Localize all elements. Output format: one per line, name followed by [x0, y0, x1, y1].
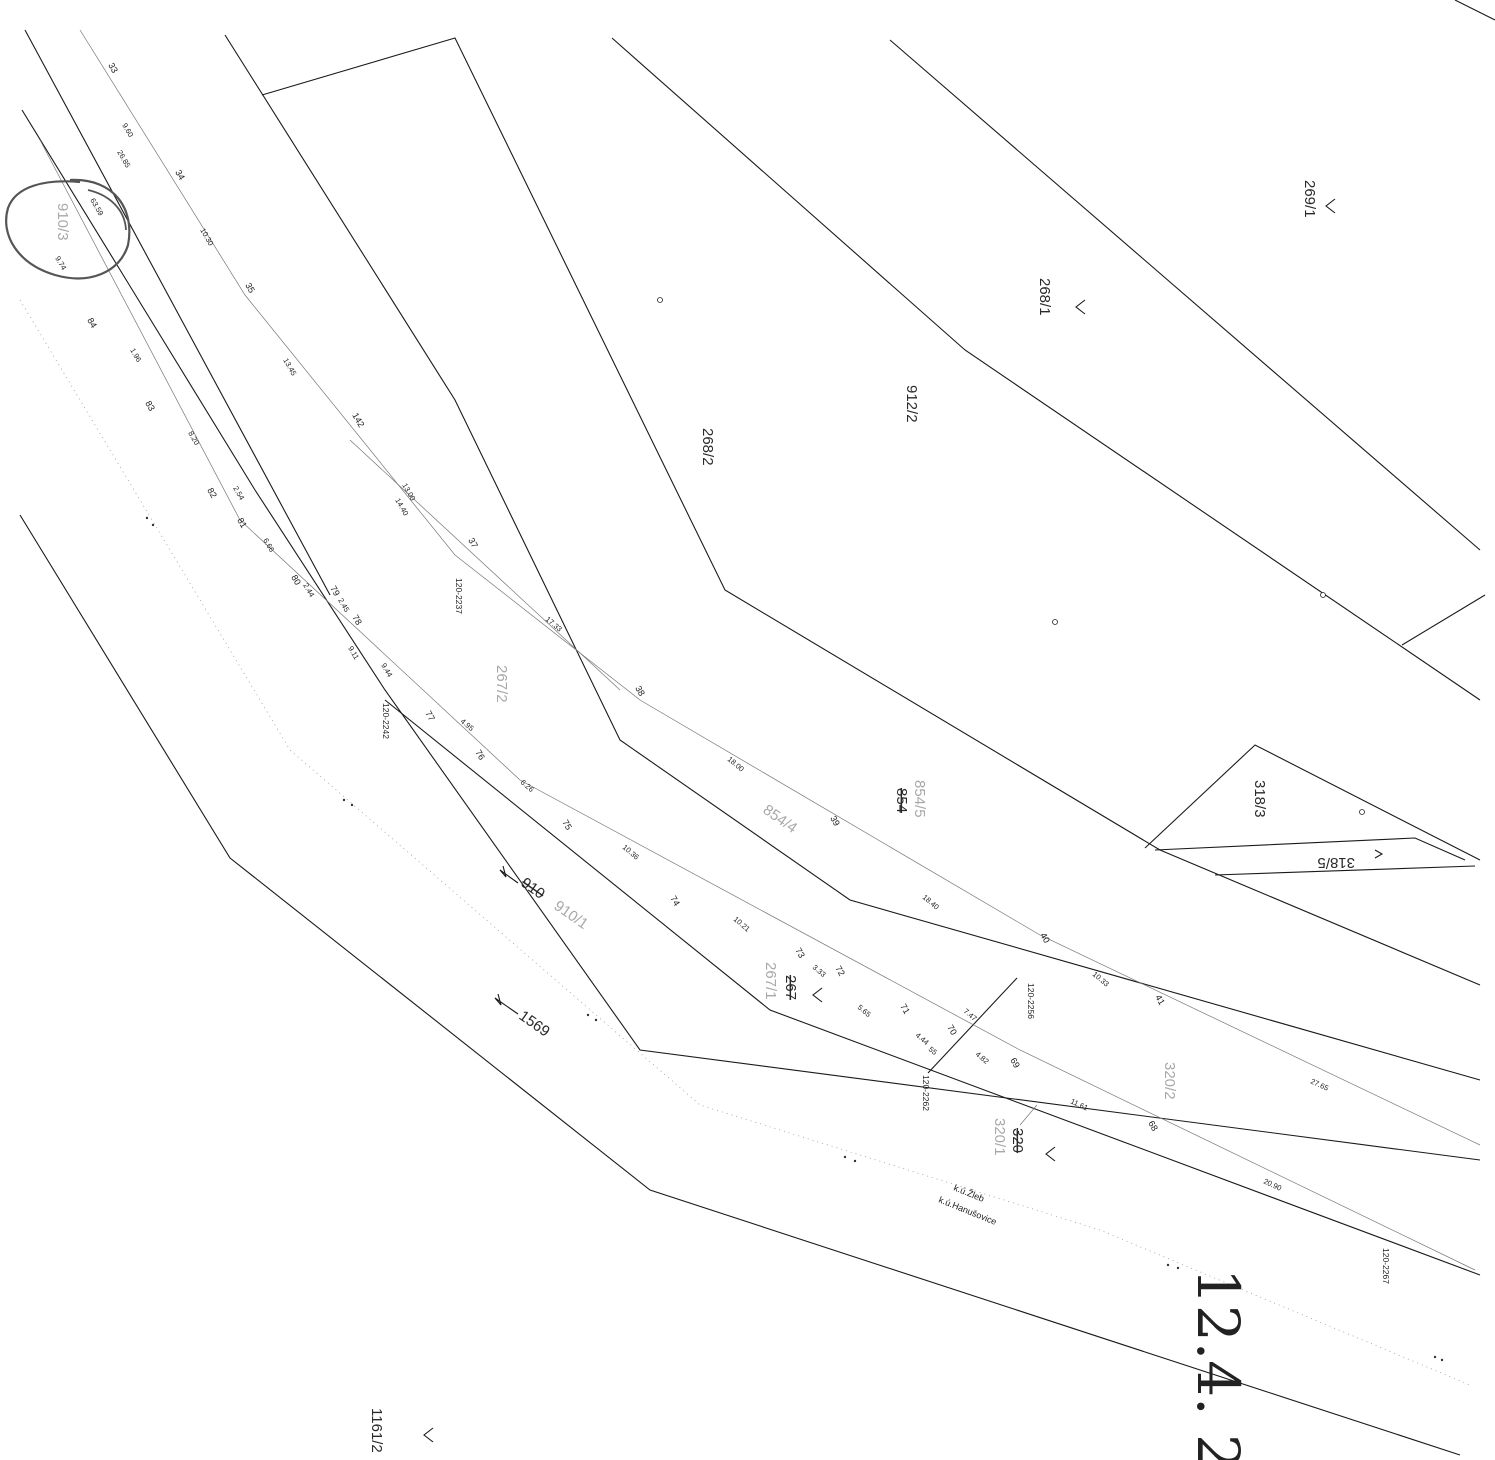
meas-9-11: 9.11 [346, 645, 361, 662]
point-79: 79 [328, 584, 342, 598]
meas-18-40: 18.40 [921, 893, 941, 912]
station-labels: 120-2237 120-2242 120-2256 120-2262 120-… [381, 578, 1391, 1284]
parcel-267-1: 267/1 [762, 962, 779, 1000]
meas-4-44: 4.44 [914, 1031, 931, 1047]
point-39: 39 [828, 814, 842, 828]
point-38: 38 [633, 684, 647, 698]
parcel-1161-2: 1161/2 [368, 1408, 385, 1453]
parcel-320-2: 320/2 [1161, 1062, 1178, 1100]
parcel-910: 910 [518, 874, 548, 902]
parcel-854: 854 [893, 788, 910, 813]
point-35: 35 [243, 281, 257, 295]
parcel-268-1: 268/1 [1036, 278, 1053, 316]
parcel-1569: 1569 [516, 1007, 553, 1040]
meas-20-90: 20.90 [1262, 1177, 1283, 1193]
meas-10-30: 10.30 [198, 227, 215, 248]
point-33: 33 [106, 61, 120, 75]
point-84: 84 [85, 316, 99, 330]
point-75: 75 [560, 818, 574, 832]
meas-63-59: 63.59 [88, 197, 105, 218]
parcel-910-1: 910/1 [551, 897, 592, 932]
parcel-910-3: 910/3 [54, 203, 71, 241]
meas-2-54: 2.54 [231, 485, 246, 502]
parcel-912-2: 912/2 [903, 385, 920, 423]
point-81: 81 [235, 516, 249, 530]
meas-7-47: 7.47 [962, 1007, 979, 1023]
parcel-boundaries [19, 0, 1495, 1456]
point-labels: 33 34 35 142 37 38 39 40 41 68 69 70 71 … [85, 61, 1167, 1133]
meas-9-74: 9.74 [53, 255, 68, 272]
point-76: 76 [473, 748, 487, 762]
parcel-labels: 269/1 268/1 912/2 268/2 318/3 318/5 854/… [54, 180, 1355, 1453]
meas-1-96: 1.96 [128, 347, 143, 364]
meas-4-82: 4.82 [974, 1050, 991, 1066]
parcel-269-1: 269/1 [1301, 180, 1318, 218]
point-82: 82 [205, 486, 219, 500]
cadastral-border [19, 299, 1471, 1386]
meas-13-45: 13.45 [281, 357, 298, 378]
meas-10-36: 10.36 [621, 843, 641, 862]
meas-5-65: 5.65 [856, 1003, 873, 1019]
point-73: 73 [793, 946, 807, 960]
meas-27-65: 27.65 [1309, 1077, 1330, 1093]
point-83: 83 [143, 399, 157, 413]
point-34: 34 [173, 168, 187, 182]
parcel-320: 320 [1009, 1128, 1026, 1153]
point-72: 72 [833, 964, 847, 978]
vertex-markers [657, 297, 1365, 815]
meas-4-95: 4.95 [459, 717, 476, 733]
point-70: 70 [945, 1023, 959, 1037]
meas-10-33: 10.33 [1091, 970, 1111, 989]
parcel-318-5: 318/5 [1317, 854, 1355, 871]
handwritten-date: 12.4. 20 [1184, 1268, 1252, 1460]
station-2237: 120-2237 [454, 578, 464, 614]
parcel-267: 267 [782, 975, 799, 1000]
meas-2-44: 2.44 [301, 582, 316, 599]
point-74: 74 [668, 894, 682, 908]
point-37: 37 [466, 536, 480, 550]
direction-marks [423, 198, 1384, 1443]
point-142: 142 [350, 411, 366, 429]
point-69: 69 [1008, 1056, 1022, 1070]
parcel-268-2: 268/2 [699, 428, 716, 466]
meas-11-61: 11.61 [1069, 1097, 1089, 1113]
cadastral-area-hanusovice: k.ú.Hanušovice [937, 1195, 998, 1227]
meas-3-33: 3.33 [811, 963, 828, 979]
meas-14-40: 14.40 [393, 497, 410, 518]
point-78: 78 [350, 613, 364, 627]
point-77: 77 [423, 709, 437, 723]
meas-6-66: 6.66 [261, 537, 276, 554]
parcel-318-3: 318/3 [1251, 780, 1268, 818]
point-40: 40 [1038, 931, 1052, 945]
station-2267: 120-2267 [1381, 1248, 1391, 1284]
meas-55: 55 [927, 1045, 939, 1057]
station-2262: 120-2262 [921, 1075, 931, 1111]
parcel-267-2: 267/2 [493, 665, 510, 703]
parcel-854-4: 854/4 [760, 801, 801, 836]
point-80: 80 [289, 573, 303, 587]
station-2242: 120-2242 [381, 703, 391, 739]
point-68: 68 [1146, 1119, 1160, 1133]
hand-drawn-circle [5, 178, 131, 280]
meas-26-85: 26.85 [115, 149, 132, 170]
cadastral-area-labels: k.ú.Žleb k.ú.Hanušovice [937, 1183, 998, 1227]
meas-10-21: 10.21 [732, 915, 752, 934]
measurement-labels: 9.60 26.85 10.30 63.59 9.74 13.45 1.96 8… [53, 122, 1330, 1193]
meas-9-44: 9.44 [379, 662, 394, 679]
meas-9-60: 9.60 [120, 122, 135, 139]
meas-8-20: 8.20 [186, 430, 201, 447]
parcel-854-5: 854/5 [911, 780, 928, 818]
meas-18-00: 18.00 [726, 755, 746, 774]
point-71: 71 [898, 1002, 912, 1016]
point-41: 41 [1153, 993, 1167, 1007]
station-2256: 120-2256 [1026, 983, 1036, 1019]
measurement-lines [39, 29, 1481, 1271]
meas-6-26: 6.26 [519, 778, 536, 794]
parcel-320-1: 320/1 [991, 1118, 1008, 1156]
